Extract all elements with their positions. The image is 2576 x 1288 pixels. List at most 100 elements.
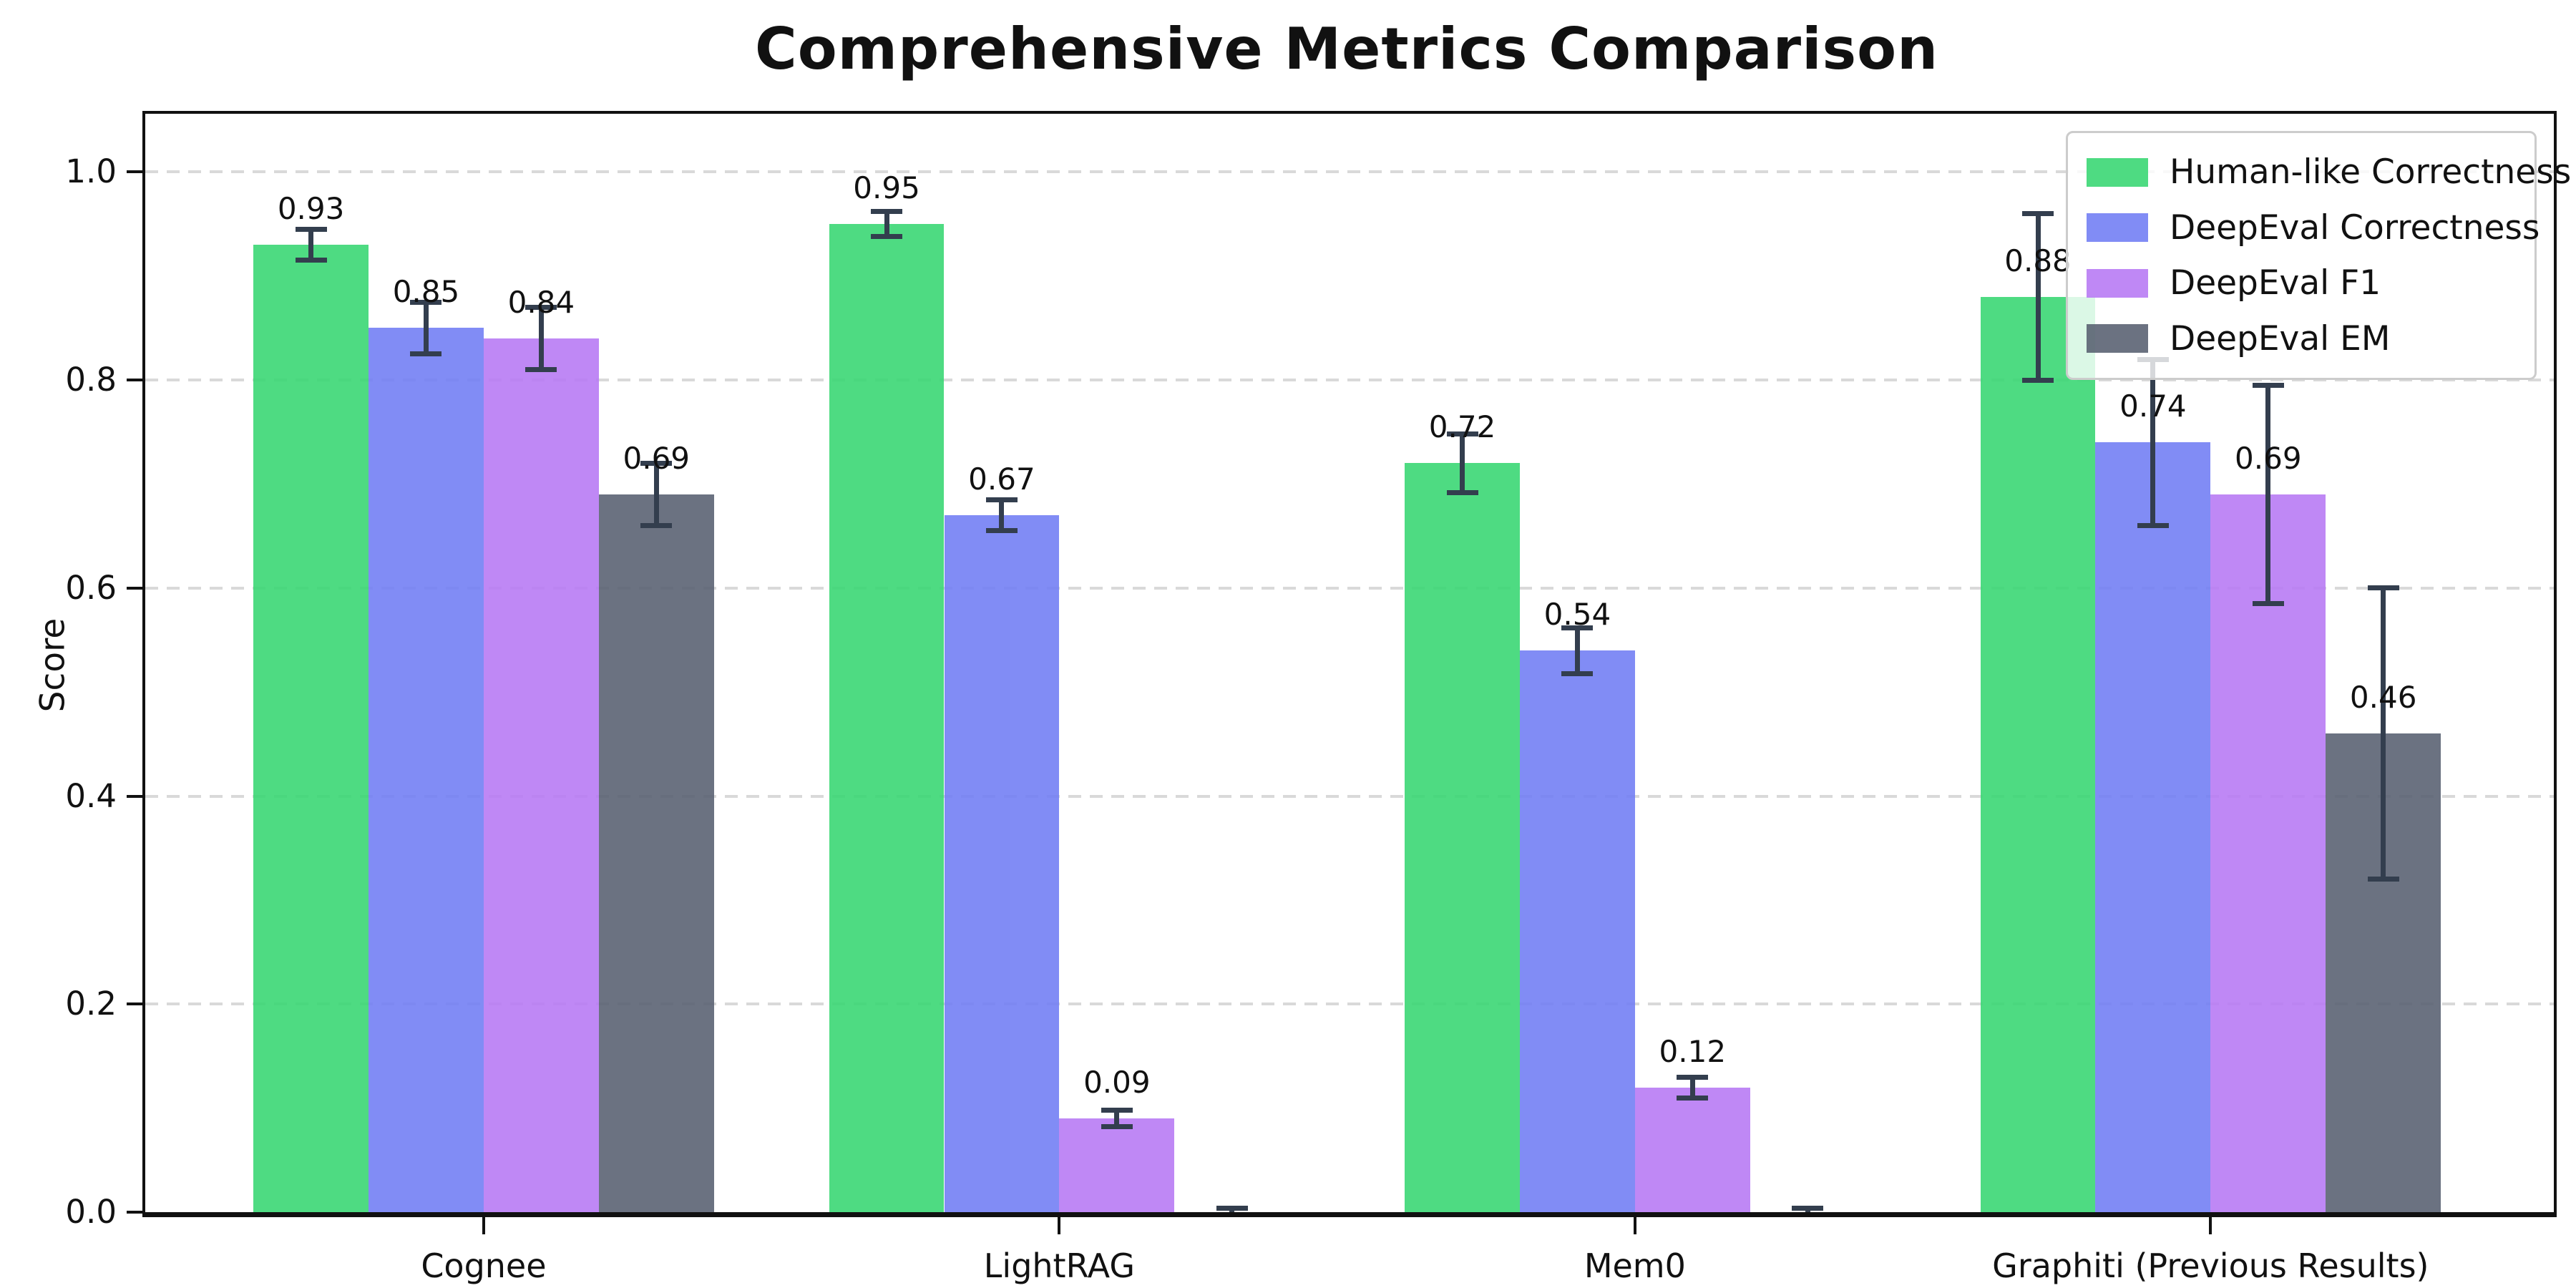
- error-bar: [999, 499, 1005, 531]
- error-bar-cap: [1446, 489, 1478, 495]
- y-axis-label: Score: [33, 618, 73, 713]
- error-bar-cap: [871, 234, 903, 240]
- y-tick-mark: [127, 1211, 145, 1214]
- legend-label: DeepEval Correctness: [2170, 208, 2540, 248]
- error-bar: [653, 463, 659, 526]
- error-bar-cap: [985, 528, 1018, 534]
- gridline: [145, 379, 2554, 382]
- error-bar-cap: [1792, 1205, 1824, 1211]
- error-bar-cap: [295, 226, 327, 232]
- gridline: [145, 170, 2554, 174]
- bar: [829, 224, 945, 1212]
- bar: [1405, 463, 1520, 1212]
- error-bar-cap: [2022, 211, 2054, 217]
- error-bar: [1574, 628, 1580, 674]
- error-bar-cap: [1677, 1074, 1709, 1080]
- bar-value-label: 0.69: [2235, 441, 2302, 477]
- error-bar-cap: [1561, 625, 1594, 630]
- y-tick-label: 1.0: [65, 152, 117, 191]
- y-tick-mark: [127, 170, 145, 174]
- gridline: [145, 586, 2554, 590]
- bar: [369, 328, 484, 1212]
- error-bar-cap: [985, 497, 1018, 502]
- error-bar: [1689, 1077, 1695, 1098]
- bar-value-label: 0.88: [2004, 243, 2072, 278]
- error-bar-cap: [525, 304, 557, 310]
- error-bar-cap: [2252, 601, 2284, 607]
- error-bar: [2035, 213, 2041, 381]
- bar: [2210, 494, 2326, 1212]
- legend-item: Human-like Correctness: [2087, 152, 2571, 192]
- error-bar-cap: [1561, 670, 1594, 676]
- legend-label: DeepEval EM: [2170, 318, 2391, 358]
- y-tick-label: 0.2: [65, 985, 117, 1023]
- y-tick-mark: [127, 379, 145, 382]
- bar: [1980, 296, 2096, 1212]
- y-tick-mark: [127, 586, 145, 590]
- x-tick-mark: [1058, 1217, 1061, 1234]
- error-bar-cap: [1677, 1095, 1709, 1101]
- y-tick-mark: [127, 1002, 145, 1006]
- error-bar-cap: [1101, 1124, 1133, 1130]
- bar: [598, 494, 714, 1212]
- x-tick-label: Mem0: [1584, 1246, 1686, 1285]
- error-bar-cap: [1216, 1205, 1248, 1211]
- error-bar: [308, 229, 314, 260]
- bar-value-label: 0.84: [507, 284, 575, 320]
- error-bar: [423, 302, 429, 354]
- gridline: [145, 794, 2554, 798]
- error-bar: [538, 307, 544, 370]
- bar-value-label: 0.93: [277, 191, 345, 227]
- error-bar: [2150, 359, 2156, 526]
- bar-value-label: 0.72: [1428, 409, 1496, 445]
- error-bar-cap: [2367, 585, 2399, 591]
- legend-label: Human-like Correctness: [2170, 152, 2572, 192]
- bar: [1059, 1118, 1175, 1212]
- error-bar: [1460, 434, 1465, 493]
- x-tick-mark: [2209, 1217, 2212, 1234]
- legend-swatch: [2087, 157, 2148, 187]
- bar-value-label: 0.95: [853, 170, 920, 206]
- legend-item: DeepEval F1: [2087, 263, 2516, 303]
- y-tick-label: 0.6: [65, 568, 117, 607]
- legend-item: DeepEval EM: [2087, 319, 2516, 358]
- bar-value-label: 0.67: [968, 462, 1035, 497]
- bar-value-label: 0.09: [1083, 1065, 1151, 1101]
- y-tick-mark: [127, 794, 145, 798]
- error-bar-cap: [640, 460, 673, 466]
- y-tick-label: 0.8: [65, 361, 117, 399]
- bar: [1519, 650, 1635, 1212]
- legend-swatch: [2087, 324, 2148, 353]
- error-bar-cap: [2022, 377, 2054, 383]
- bar: [2095, 442, 2211, 1212]
- error-bar: [884, 211, 889, 237]
- x-tick-label: LightRAG: [983, 1246, 1135, 1285]
- error-bar: [2381, 587, 2386, 879]
- bar-value-label: 0.74: [2119, 389, 2187, 424]
- bar: [483, 338, 599, 1212]
- x-tick-label: Cognee: [421, 1246, 547, 1285]
- error-bar-cap: [410, 299, 442, 305]
- error-bar-cap: [640, 523, 673, 529]
- error-bar-cap: [1101, 1108, 1133, 1113]
- x-tick-mark: [1633, 1217, 1636, 1234]
- error-bar-cap: [2252, 382, 2284, 388]
- y-tick-label: 0.4: [65, 776, 117, 815]
- bar: [253, 245, 369, 1212]
- x-tick-label: Graphiti (Previous Results): [1992, 1246, 2429, 1285]
- error-bar-cap: [2137, 523, 2169, 529]
- bar-value-label: 0.12: [1659, 1033, 1727, 1069]
- error-bar-cap: [525, 367, 557, 373]
- bar-value-label: 0.85: [392, 274, 460, 310]
- error-bar-cap: [871, 209, 903, 215]
- bar-value-label: 0.54: [1543, 597, 1611, 633]
- y-tick-label: 0.0: [65, 1193, 117, 1231]
- chart-title: Comprehensive Metrics Comparison: [754, 16, 1939, 82]
- legend-label: DeepEval F1: [2170, 263, 2381, 303]
- legend-item: DeepEval Correctness: [2087, 208, 2540, 248]
- error-bar: [2265, 385, 2271, 604]
- bar: [944, 515, 1060, 1212]
- x-tick-mark: [482, 1217, 485, 1234]
- bar-value-label: 0.46: [2349, 680, 2417, 716]
